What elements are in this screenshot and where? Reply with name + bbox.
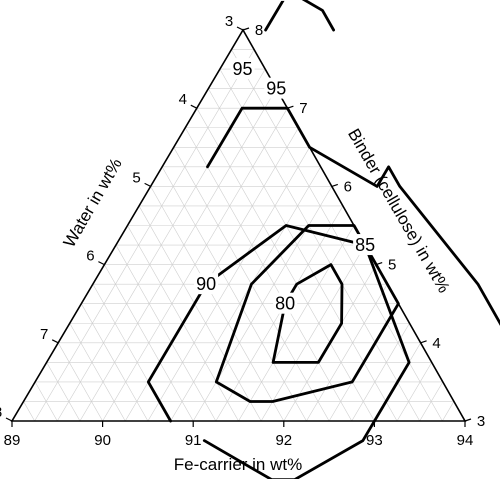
bottom-axis-title: Fe-carrier in wt%: [174, 455, 302, 474]
right-tick-mark: [464, 418, 472, 422]
right-tick-label: 8: [255, 22, 263, 39]
bottom-tick-label: 90: [94, 432, 111, 449]
right-axis-title: Binder (cellulose) in wt%: [344, 125, 454, 296]
contour-line-95: [206, 106, 500, 326]
contour-label-background: [276, 0, 301, 1]
grid-line: [23, 401, 35, 422]
contour-label-background: [264, 77, 289, 99]
right-tick-mark: [287, 105, 294, 109]
left-tick-mark: [190, 104, 198, 109]
left-tick-mark: [236, 26, 244, 31]
grid-line: [79, 88, 277, 422]
bottom-tick-label: 89: [4, 432, 21, 449]
bottom-tick-label: 93: [366, 432, 383, 449]
grid-line: [419, 381, 444, 422]
contour-label: 80: [275, 294, 295, 314]
right-tick-mark: [331, 183, 338, 187]
contour-labels: 80 85 90 95 95 90: [194, 0, 378, 314]
contour-label: 95: [233, 59, 253, 79]
right-tick-label: 6: [344, 178, 352, 195]
contour-line-90: [146, 224, 411, 479]
grid-line: [138, 205, 262, 422]
grid-line: [396, 362, 432, 422]
contour-label: 95: [266, 79, 286, 99]
right-tick-mark: [242, 27, 250, 31]
left-tick-mark: [144, 182, 151, 187]
left-tick-label: 7: [40, 326, 48, 343]
left-tick-mark: [51, 339, 59, 344]
contour-label: 90: [196, 274, 216, 294]
left-tick-label: 3: [225, 13, 233, 30]
grid-line: [184, 127, 353, 422]
right-tick-label: 4: [432, 335, 440, 352]
bottom-tick-label: 92: [275, 432, 292, 449]
grid-line: [115, 244, 217, 422]
grid-line: [46, 362, 81, 422]
right-tick-mark: [420, 340, 427, 344]
contour-label: 85: [355, 235, 375, 255]
left-tick-mark: [5, 417, 13, 422]
contour-line-85: [214, 224, 400, 403]
contour-label-background: [230, 58, 255, 80]
grid-line: [34, 381, 58, 422]
grid-line: [104, 264, 194, 422]
right-tick-label: 5: [388, 257, 396, 274]
contour-lines: [146, 0, 500, 479]
bottom-tick-label: 91: [185, 432, 202, 449]
grid-line: [238, 225, 355, 422]
bottom-tick-label: 94: [457, 432, 474, 449]
left-tick-label: 6: [86, 248, 94, 265]
grid-line: [170, 166, 321, 422]
left-tick-mark: [98, 261, 105, 266]
tick-labels: 899091929394345678345678: [0, 13, 485, 449]
contour-label: 90: [279, 0, 299, 1]
grid-line: [208, 88, 398, 422]
grid-line: [81, 303, 149, 422]
ternary-grid: [23, 49, 455, 422]
grid-line: [306, 283, 388, 422]
contour-label-background: [273, 292, 298, 314]
grid-line: [69, 323, 126, 422]
left-tick-label: 5: [132, 169, 140, 186]
contour-line-90: [264, 0, 336, 32]
grid-line: [442, 401, 455, 422]
grid-line: [260, 244, 366, 422]
left-tick-label: 8: [0, 404, 2, 421]
contour-label-background: [194, 273, 219, 295]
right-tick-label: 3: [477, 413, 485, 430]
grid-line: [161, 166, 307, 422]
grid-line: [57, 342, 103, 422]
right-tick-label: 7: [299, 100, 307, 117]
left-axis-title: Water in wt%: [60, 155, 126, 251]
right-tick-mark: [376, 262, 383, 266]
contour-label-background: [353, 234, 378, 256]
left-tick-label: 4: [179, 91, 187, 108]
grid-line: [34, 49, 255, 422]
